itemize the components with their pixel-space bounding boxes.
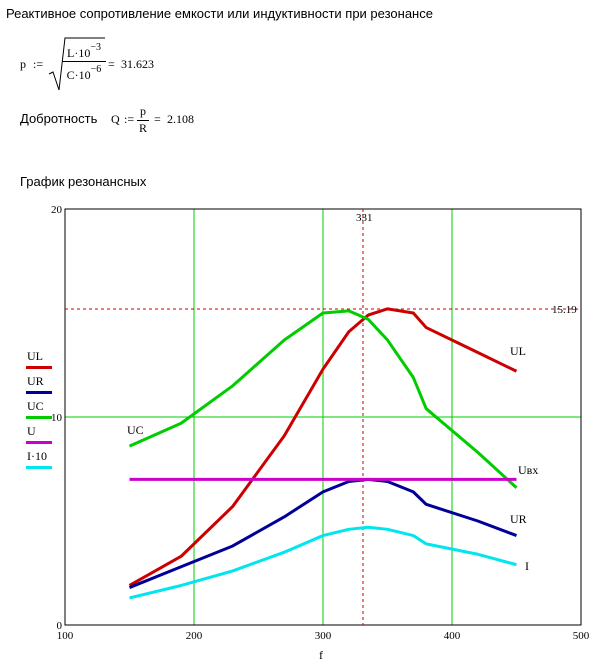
x-tick-label: 500 xyxy=(573,630,590,642)
formula-p-assign: := xyxy=(33,57,44,71)
legend-label-i10: I·10 xyxy=(27,449,47,463)
formula-q-result: 2.108 xyxy=(167,112,194,126)
x-tick-label: 200 xyxy=(186,630,203,642)
y-tick-label: 0 xyxy=(57,620,63,632)
curve-label: UC xyxy=(127,423,144,437)
formula-p-result: 31.623 xyxy=(121,57,154,71)
x-tick-label: 300 xyxy=(315,630,332,642)
formula-p-num: L·10 xyxy=(67,46,91,60)
formula-q-fraction: p R xyxy=(137,104,149,136)
legend-swatch-ul xyxy=(26,366,52,369)
formula-p-den-exp: −6 xyxy=(90,64,102,75)
marker-x-label: 331 xyxy=(356,212,373,224)
legend-swatch-ur xyxy=(26,391,52,394)
formula-p-lhs: p xyxy=(20,57,26,71)
x-axis-label: f xyxy=(319,648,323,662)
chart-heading: График резонансных xyxy=(20,174,147,189)
marker-y-label: 15.19 xyxy=(552,304,577,316)
legend-label-u: U xyxy=(27,424,36,438)
formula-p-den: C·10 xyxy=(66,68,91,82)
y-tick-label: 20 xyxy=(51,204,63,216)
formula-q-eq: = xyxy=(154,112,161,126)
formula-q-assign: := xyxy=(124,112,135,126)
y-tick-label: 10 xyxy=(51,412,63,424)
series-line-0 xyxy=(128,307,518,587)
x-tick-label: 100 xyxy=(57,630,74,642)
plot-frame xyxy=(64,208,582,626)
formula-q-den: R xyxy=(138,121,147,135)
curve-label: UL xyxy=(510,344,526,358)
formula-p-eq: = xyxy=(108,57,115,71)
curve-label: I xyxy=(525,559,529,573)
formula-q-lhs: Q xyxy=(111,112,120,126)
formula-q-num: p xyxy=(140,104,146,118)
curve-label: UR xyxy=(510,512,527,526)
formula-p-fraction: L·10−3 C·10−6 xyxy=(62,42,106,82)
sqrt-sign xyxy=(48,37,105,91)
legend-swatch-i10 xyxy=(26,466,52,469)
series-line-2 xyxy=(128,309,518,489)
x-tick-label: 400 xyxy=(444,630,461,642)
formula-p-num-exp: −3 xyxy=(90,42,101,53)
legend-label-ul: UL xyxy=(27,349,43,363)
legend-swatch-u xyxy=(26,441,52,444)
page-title: Реактивное сопротивление емкости или инд… xyxy=(6,6,433,21)
quality-label: Добротность xyxy=(20,111,98,126)
legend-swatch-uc xyxy=(26,416,52,419)
legend-label-uc: UC xyxy=(27,399,44,413)
series-line-4 xyxy=(129,525,517,600)
legend-label-ur: UR xyxy=(27,374,44,388)
curve-label: Uвх xyxy=(518,463,538,477)
